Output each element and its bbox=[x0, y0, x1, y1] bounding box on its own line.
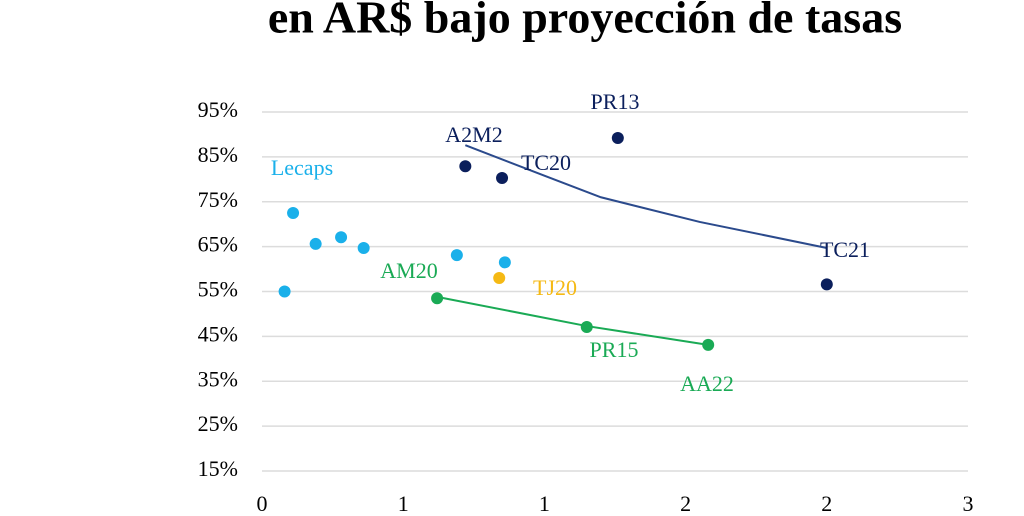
point-label: TC20 bbox=[521, 150, 571, 175]
series-label: Lecaps bbox=[271, 155, 333, 180]
point bbox=[493, 272, 506, 285]
point bbox=[498, 256, 511, 269]
point bbox=[580, 320, 593, 333]
x-tick-label: 2 bbox=[821, 491, 832, 516]
point bbox=[459, 160, 472, 173]
y-tick-label: 85% bbox=[198, 142, 238, 167]
chart-title: en AR$ bajo proyección de tasas bbox=[268, 0, 902, 43]
point bbox=[450, 249, 463, 262]
y-tick-label: 55% bbox=[198, 277, 238, 302]
y-tick-label: 95% bbox=[198, 97, 238, 122]
point-label: PR13 bbox=[591, 89, 640, 114]
x-tick-label: 0 bbox=[257, 491, 268, 516]
x-tick-label: 3 bbox=[963, 491, 974, 516]
x-tick-label: 2 bbox=[680, 491, 691, 516]
point bbox=[702, 338, 715, 351]
y-tick-label: 75% bbox=[198, 187, 238, 212]
point bbox=[357, 241, 370, 254]
point-label: AA22 bbox=[680, 371, 734, 396]
point bbox=[335, 231, 348, 244]
x-tick-label: 1 bbox=[539, 491, 550, 516]
x-tick-label: 1 bbox=[398, 491, 409, 516]
point-label: A2M2 bbox=[445, 122, 502, 147]
y-tick-label: 65% bbox=[198, 232, 238, 257]
point bbox=[611, 132, 624, 145]
y-tick-label: 45% bbox=[198, 321, 238, 346]
trendline bbox=[464, 144, 828, 249]
y-tick-label: 15% bbox=[198, 456, 238, 481]
point bbox=[431, 292, 444, 305]
y-tick-label: 35% bbox=[198, 366, 238, 391]
y-tick-label: 25% bbox=[198, 411, 238, 436]
trendline bbox=[436, 295, 709, 346]
point bbox=[820, 278, 833, 291]
point bbox=[496, 171, 509, 184]
point-label: PR15 bbox=[590, 337, 639, 362]
point bbox=[278, 285, 291, 298]
point-label: TC21 bbox=[820, 237, 870, 262]
series-label: TJ20 bbox=[533, 275, 577, 300]
point bbox=[287, 206, 300, 219]
point-label: AM20 bbox=[380, 258, 437, 283]
point bbox=[309, 237, 322, 250]
